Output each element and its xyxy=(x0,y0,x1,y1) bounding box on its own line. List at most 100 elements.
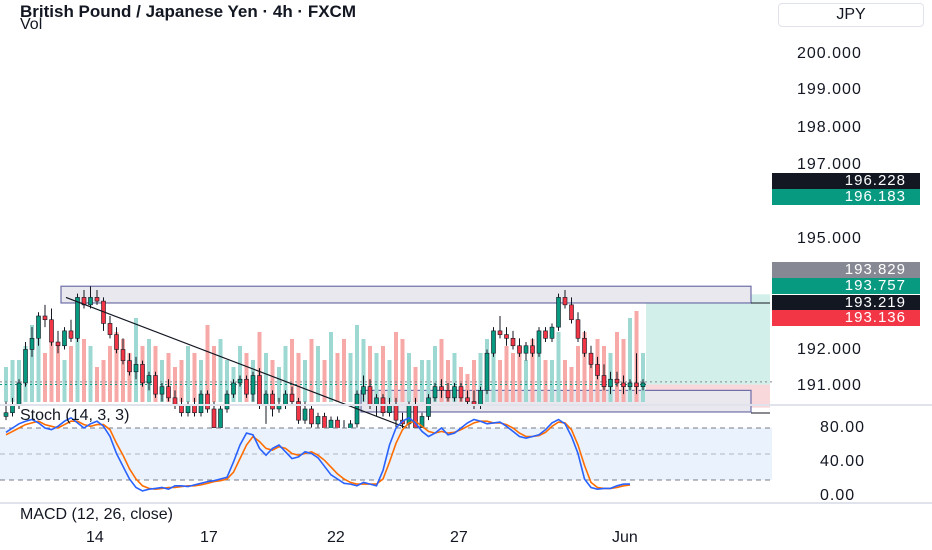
volume-bar xyxy=(420,360,424,402)
price-tag-zone-bottom: 193.219 xyxy=(772,295,920,311)
volume-bar xyxy=(543,360,548,402)
price-tick-label: 197.000 xyxy=(797,156,862,173)
time-tick-label: Jun xyxy=(612,529,638,546)
volume-bar xyxy=(524,360,528,402)
long-position-target-area xyxy=(646,294,770,385)
volume-bar xyxy=(368,346,372,402)
candle-body xyxy=(556,297,561,328)
candle-body xyxy=(23,349,28,384)
candle-body xyxy=(94,297,100,302)
volume-bar xyxy=(322,360,327,402)
volume-bar xyxy=(517,346,522,402)
volume-bar xyxy=(465,374,470,402)
volume-bar xyxy=(218,339,223,402)
candle-body xyxy=(608,378,613,387)
candle-body xyxy=(179,404,184,414)
volume-bar xyxy=(426,360,431,402)
price-tick-label: 200.000 xyxy=(797,45,862,62)
candle-body xyxy=(218,408,223,428)
candle-body xyxy=(510,338,516,347)
price-tick-label: 199.000 xyxy=(797,81,862,98)
volume-bar xyxy=(537,353,541,402)
volume-bar xyxy=(361,339,366,402)
candle-body xyxy=(562,297,568,306)
volume-bar xyxy=(589,353,593,402)
price-tag-last: 193.829 xyxy=(772,262,920,278)
candle-body xyxy=(270,393,275,410)
volume-bar xyxy=(446,360,450,402)
candle-body xyxy=(406,404,412,425)
candle-body xyxy=(133,364,139,373)
candle-body xyxy=(478,390,483,406)
price-tag-target: 196.183 xyxy=(772,189,920,205)
volume-bar xyxy=(504,346,509,402)
candle-body xyxy=(289,393,295,402)
candle-body xyxy=(419,416,425,428)
price-tag-stop: 193.136 xyxy=(772,310,920,326)
price-tag-entry: 193.757 xyxy=(772,278,920,294)
candle-body xyxy=(504,334,509,339)
volume-bar xyxy=(381,346,385,402)
candle-body xyxy=(536,330,542,354)
volume-bar xyxy=(556,332,561,402)
candle-body xyxy=(257,375,262,406)
candle-body xyxy=(621,382,626,387)
candle-body xyxy=(445,390,451,399)
volume-bar xyxy=(303,360,307,402)
volume-bar xyxy=(88,346,93,402)
candle-body xyxy=(140,364,145,384)
candle-body xyxy=(530,345,535,354)
price-tick-label: 192.000 xyxy=(797,341,862,358)
volume-bar xyxy=(550,360,554,402)
candle-body xyxy=(231,382,236,395)
candle-body xyxy=(159,386,165,395)
candle-body xyxy=(146,375,152,384)
chart-title: British Pound / Japanese Yen · 4h · FXCM xyxy=(20,2,356,21)
volume-bar xyxy=(160,360,164,402)
stoch-d-line xyxy=(5,420,631,491)
candle-body xyxy=(465,397,470,402)
candle-body xyxy=(569,304,574,321)
candle-body xyxy=(166,386,171,399)
stoch-tick-label: 0.00 xyxy=(820,487,856,504)
volume-bar xyxy=(192,353,197,402)
volume-bar xyxy=(186,346,190,402)
candle-body xyxy=(601,375,607,387)
volume-bar xyxy=(387,360,392,402)
candle-body xyxy=(29,338,35,350)
candle-body xyxy=(523,345,529,354)
candle-body xyxy=(426,397,431,417)
time-tick-label: 22 xyxy=(327,529,345,546)
candle-body xyxy=(16,382,22,406)
volume-bar xyxy=(472,360,476,402)
volume-bar xyxy=(641,353,645,402)
volume-bar xyxy=(628,318,632,402)
volume-bar xyxy=(30,325,34,402)
volume-bar xyxy=(257,332,262,402)
volume-bar xyxy=(316,346,320,402)
stoch-legend-label: Stoch (14, 3, 3) xyxy=(20,407,130,424)
volume-bar xyxy=(75,325,80,402)
candle-body xyxy=(361,386,366,395)
candle-body xyxy=(309,408,314,425)
candle-body xyxy=(452,386,457,399)
volume-bar xyxy=(348,353,353,402)
candle-body xyxy=(614,378,620,384)
candle-body xyxy=(575,319,581,339)
candle-body xyxy=(68,330,74,339)
currency-button[interactable]: JPY xyxy=(778,3,924,27)
candle-body xyxy=(367,386,373,406)
stoch-tick-label: 80.00 xyxy=(820,419,866,436)
volume-bar xyxy=(329,332,333,402)
candle-body xyxy=(302,408,308,421)
candle-body xyxy=(315,416,321,425)
candle-body xyxy=(640,382,646,387)
candle-body xyxy=(62,330,67,347)
volume-bar xyxy=(10,360,15,402)
volume-bar xyxy=(309,339,314,402)
volume-bar xyxy=(335,353,340,402)
volume-bar xyxy=(582,332,587,402)
volume-bar xyxy=(69,346,73,402)
volume-bar xyxy=(36,339,41,402)
